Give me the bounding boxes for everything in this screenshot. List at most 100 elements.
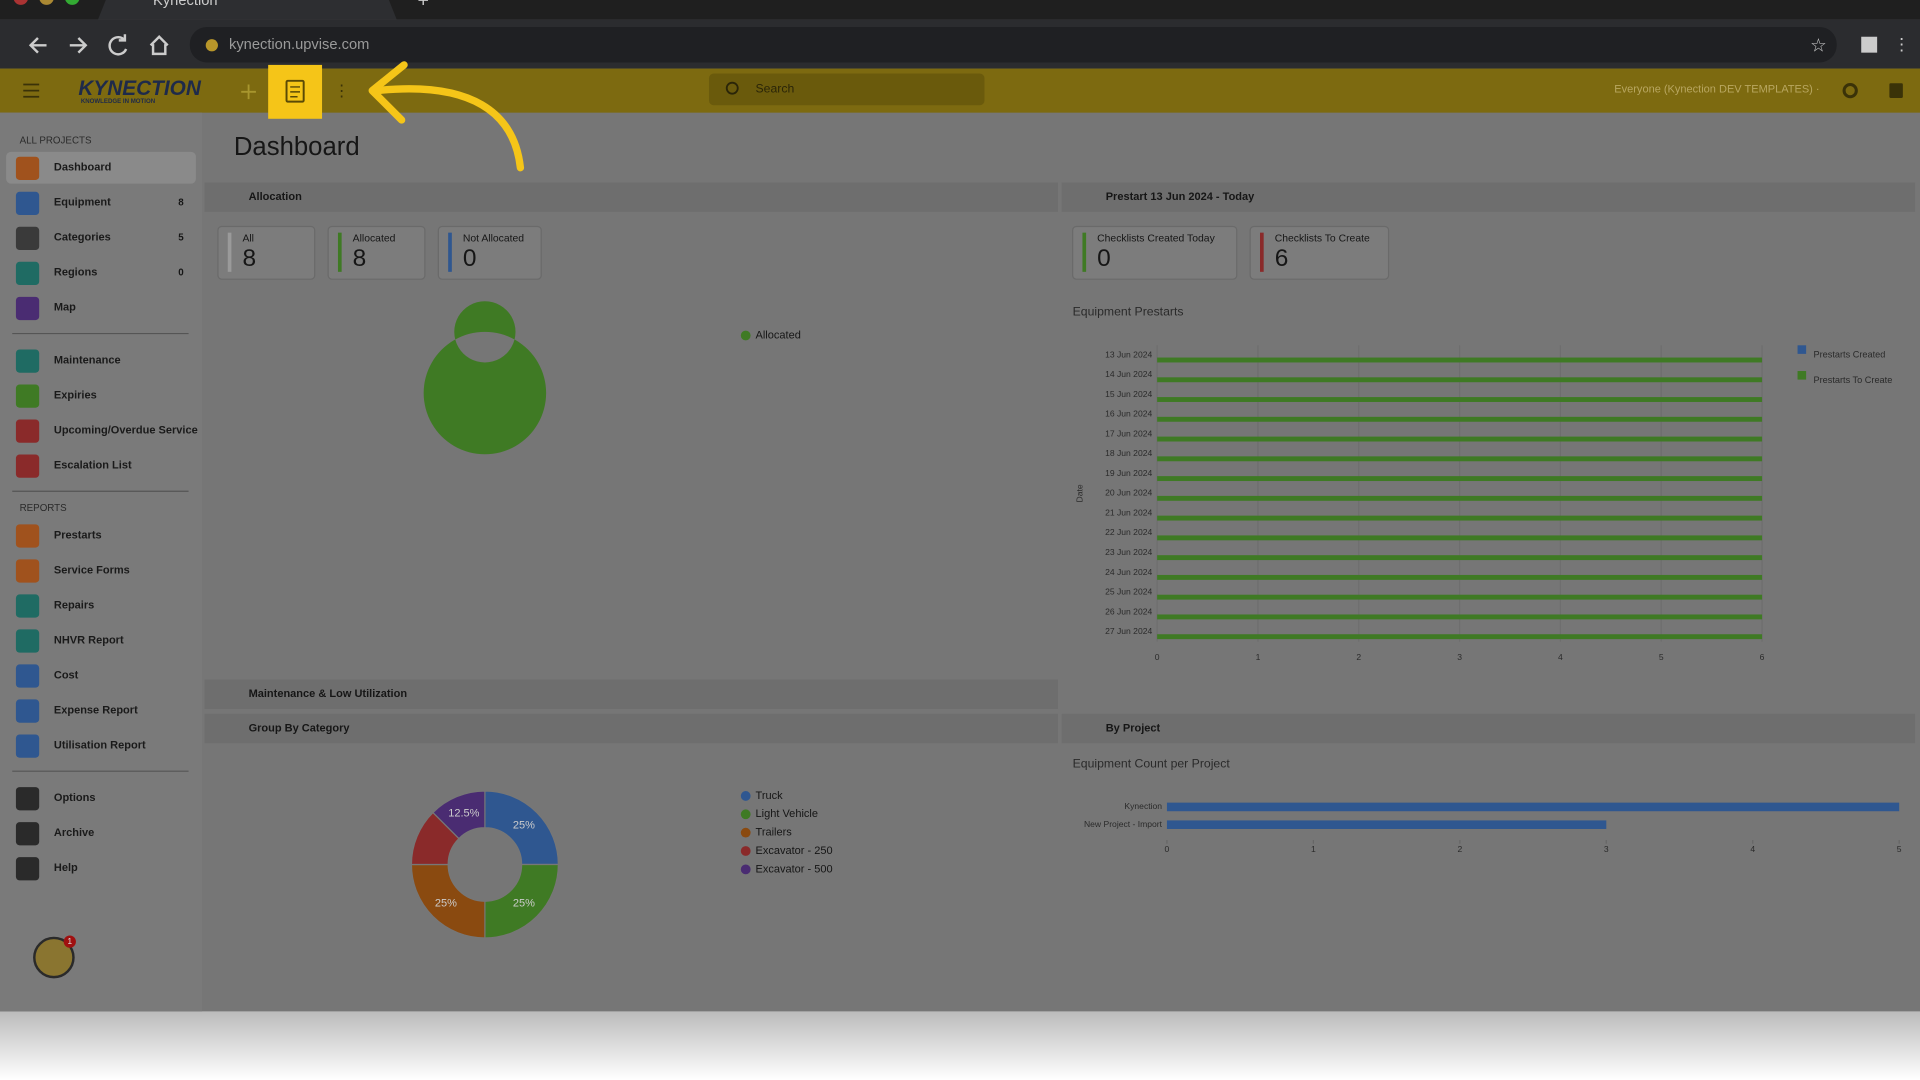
account[interactable]: Everyone (Kynection DEV TEMPLATES) · xyxy=(1614,83,1819,95)
panel-header xyxy=(204,713,1058,744)
y-tick-label: 13 Jun 2024 xyxy=(1105,349,1152,359)
y-tick-label: 16 Jun 2024 xyxy=(1105,409,1152,419)
stat-value: 0 xyxy=(463,245,477,272)
item-icon xyxy=(15,734,40,758)
browser-tab[interactable] xyxy=(97,0,397,20)
item-count: 5 xyxy=(178,232,184,243)
more-button[interactable]: ⋮ xyxy=(334,83,350,100)
panel-title: Allocation xyxy=(249,191,303,203)
window-minimize[interactable] xyxy=(39,0,54,5)
y-tick-label: 22 Jun 2024 xyxy=(1105,527,1152,537)
sidebar-item[interactable]: Map xyxy=(54,302,76,314)
legend-swatch xyxy=(740,846,751,856)
bar xyxy=(1157,515,1763,521)
settings[interactable] xyxy=(1842,82,1858,99)
y-tick-label: 21 Jun 2024 xyxy=(1105,507,1152,517)
chart-title: Equipment Prestarts xyxy=(1073,304,1184,318)
stat-value: 0 xyxy=(1097,245,1111,272)
x-tick-label: 5 xyxy=(1659,652,1664,662)
panel-title: Maintenance & Low Utilization xyxy=(249,688,408,700)
panel-title: Group By Category xyxy=(249,722,351,734)
donut-slice xyxy=(484,790,559,866)
item-icon xyxy=(15,857,40,881)
item-icon xyxy=(15,559,40,583)
menu-button[interactable] xyxy=(23,83,40,98)
legend-label: Light Vehicle xyxy=(756,808,818,820)
item-count: 8 xyxy=(178,197,184,208)
extensions[interactable] xyxy=(1861,36,1878,53)
add-button[interactable] xyxy=(241,84,256,100)
sidebar-item[interactable]: Archive xyxy=(54,827,94,839)
sidebar-item[interactable]: Options xyxy=(54,792,96,804)
stat-card xyxy=(1249,225,1390,280)
active-item-bg xyxy=(6,151,196,184)
site-icon xyxy=(205,39,218,52)
stat-label: Checklists To Create xyxy=(1275,234,1370,245)
y-tick-label: 27 Jun 2024 xyxy=(1105,626,1152,636)
assistant-avatar[interactable] xyxy=(33,936,75,979)
sidebar-item[interactable]: Categories xyxy=(54,232,111,244)
search-box[interactable] xyxy=(708,73,985,106)
stat-bar xyxy=(227,232,232,272)
stat-value: 8 xyxy=(353,245,367,272)
sidebar-item[interactable]: Repairs xyxy=(54,599,94,611)
legend-label: Allocated xyxy=(756,329,801,341)
tab-title: Kynection xyxy=(153,0,218,9)
y-tick-label: Kynection xyxy=(1124,801,1162,811)
sidebar-item[interactable]: NHVR Report xyxy=(54,634,124,646)
bar xyxy=(1157,436,1763,442)
sidebar-item[interactable]: Expense Report xyxy=(54,704,138,716)
item-icon xyxy=(15,454,40,478)
address-bar[interactable] xyxy=(189,26,1837,63)
browser-menu[interactable]: ⋮ xyxy=(1893,34,1910,54)
legend-swatch xyxy=(740,330,751,341)
y-tick-label: 15 Jun 2024 xyxy=(1105,389,1152,399)
y-tick-label: 17 Jun 2024 xyxy=(1105,428,1152,438)
legend-label: Excavator - 250 xyxy=(756,845,833,857)
y-tick-label: 26 Jun 2024 xyxy=(1105,606,1152,616)
sidebar-item[interactable]: Help xyxy=(54,862,78,874)
item-icon xyxy=(15,524,40,548)
back[interactable] xyxy=(28,37,47,54)
logo: KYNECTION xyxy=(78,77,201,100)
y-tick-label: 23 Jun 2024 xyxy=(1105,547,1152,557)
slice-label: 25% xyxy=(513,819,535,831)
panel-header xyxy=(1061,713,1916,744)
stat-bar xyxy=(448,232,452,272)
sidebar-item[interactable]: Utilisation Report xyxy=(54,739,146,751)
x-tick-label: 1 xyxy=(1256,652,1261,662)
sidebar-item[interactable]: Equipment xyxy=(54,197,111,209)
item-icon xyxy=(15,664,40,688)
user-icon[interactable] xyxy=(1889,83,1903,98)
window-maximize[interactable] xyxy=(65,0,80,5)
sidebar-item[interactable]: Regions xyxy=(54,267,97,279)
sidebar-item[interactable]: Service Forms xyxy=(54,564,130,576)
y-tick-label: 24 Jun 2024 xyxy=(1105,567,1152,577)
item-icon xyxy=(15,594,40,618)
stat-label: Checklists Created Today xyxy=(1097,234,1215,245)
sidebar-item[interactable]: Upcoming/Overdue Service xyxy=(54,424,198,436)
panel-title: Prestart 13 Jun 2024 - Today xyxy=(1106,191,1255,203)
bookmark[interactable]: ☆ xyxy=(1810,34,1826,55)
legend-swatch xyxy=(740,827,751,838)
sidebar-item[interactable]: Escalation List xyxy=(54,459,132,471)
y-tick-label: New Project - Import xyxy=(1084,819,1163,829)
sidebar-item[interactable]: Expiries xyxy=(54,389,97,401)
x-tick-label: 4 xyxy=(1750,844,1755,854)
window-close[interactable] xyxy=(13,0,28,5)
item-icon xyxy=(15,787,40,811)
slice-label: 12.5% xyxy=(448,807,479,819)
sidebar-item[interactable]: Maintenance xyxy=(54,354,121,366)
x-tick-label: 2 xyxy=(1356,652,1361,662)
badge xyxy=(63,935,76,948)
sidebar-item[interactable]: Prestarts xyxy=(54,529,102,541)
sidebar-item[interactable]: Cost xyxy=(54,669,79,681)
sidebar-item[interactable]: Dashboard xyxy=(54,162,112,174)
stat-bar xyxy=(337,232,342,272)
reload[interactable] xyxy=(108,34,128,56)
stat-label: Allocated xyxy=(353,234,396,245)
home[interactable] xyxy=(149,35,169,56)
forward[interactable] xyxy=(69,37,88,54)
new-tab[interactable]: + xyxy=(418,0,429,11)
